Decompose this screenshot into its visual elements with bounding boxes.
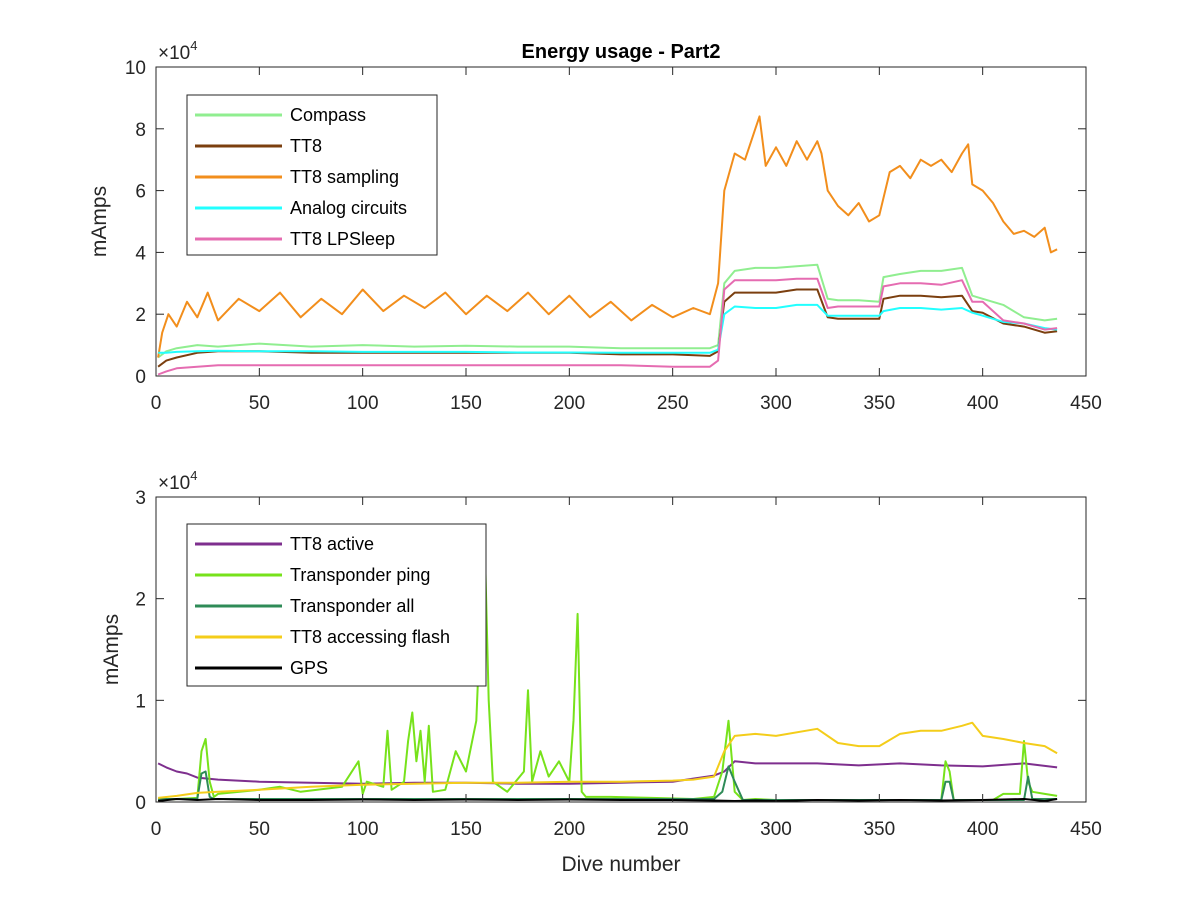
y-tick-label: 4 — [135, 243, 146, 264]
chart-title: Energy usage - Part2 — [522, 41, 721, 63]
legend-label: TT8 sampling — [290, 167, 399, 187]
y-tick-label: 1 — [135, 691, 146, 712]
x-tick-label: 450 — [1070, 819, 1102, 840]
y-tick-label: 3 — [135, 488, 146, 509]
top-y-axis-label: mAmps — [88, 186, 111, 257]
legend-label: GPS — [290, 658, 328, 678]
x-tick-label: 450 — [1070, 393, 1102, 414]
x-tick-label: 0 — [151, 393, 162, 414]
x-tick-label: 300 — [760, 393, 792, 414]
series-line-transponder-ping — [158, 536, 1058, 801]
legend-label: TT8 accessing flash — [290, 627, 450, 647]
y-tick-label: 2 — [135, 305, 146, 326]
series-line-compass — [157, 263, 1058, 359]
legend-label: Transponder ping — [290, 565, 430, 585]
x-tick-label: 250 — [657, 819, 689, 840]
x-tick-label: 350 — [863, 819, 895, 840]
axes-box — [155, 66, 1087, 377]
series-line-tt8-lpsleep — [157, 277, 1058, 376]
y-tick-label: 6 — [135, 182, 146, 203]
x-tick-label: 400 — [967, 819, 999, 840]
legend: TT8 active Transponder ping Transponder al… — [186, 523, 487, 687]
series-line-tt8-accessing-flash — [157, 721, 1058, 799]
y-axis-exponent: ×104 — [158, 38, 197, 64]
bottom-plot-area: 0 50 100 150 200 250 300 350 400 450 0 1 2 3 ×104 TT8 a… — [135, 468, 1101, 840]
x-tick-label: 200 — [553, 393, 585, 414]
legend-label: Compass — [290, 105, 366, 125]
y-tick-label: 10 — [125, 58, 146, 79]
series-line-analog-circuits — [158, 303, 1058, 354]
series-line-tt8 — [157, 288, 1058, 368]
y-tick-label: 8 — [135, 120, 146, 141]
y-tick-label: 2 — [135, 590, 146, 611]
x-tick-label: 150 — [450, 393, 482, 414]
x-tick-label: 50 — [249, 393, 270, 414]
x-tick-label: 300 — [760, 819, 792, 840]
legend: Compass TT8 TT8 sampling Analog circuits TT8… — [186, 94, 438, 256]
legend-label: TT8 LPSleep — [290, 229, 395, 249]
top-chart-panel: Energy usage - Part2 mAmps 0 50 100 150 200 2… — [88, 38, 1102, 414]
series-line-gps — [157, 798, 1058, 802]
series-lines — [157, 115, 1058, 376]
y-axis-exponent: ×104 — [158, 468, 197, 494]
x-tick-label: 0 — [151, 819, 162, 840]
x-tick-label: 200 — [553, 819, 585, 840]
legend-label: TT8 — [290, 136, 322, 156]
top-plot-area: 0 50 100 150 200 250 300 350 400 450 0 2 4 6 8 10 ×104 Co… — [125, 38, 1102, 414]
x-tick-label: 150 — [450, 819, 482, 840]
legend-label: TT8 active — [290, 534, 374, 554]
bottom-y-axis-label: mAmps — [100, 614, 123, 685]
y-tick-label: 0 — [135, 367, 146, 388]
x-tick-label: 350 — [863, 393, 895, 414]
legend-box — [186, 94, 438, 256]
x-tick-label: 50 — [249, 819, 270, 840]
bottom-chart-panel: Dive number mAmps 0 50 100 150 200 250 300 350 4… — [100, 468, 1102, 876]
bottom-x-axis-label: Dive number — [561, 853, 680, 876]
axes-box — [155, 496, 1087, 803]
legend-label: Transponder all — [290, 596, 414, 616]
y-tick-label: 0 — [135, 793, 146, 814]
x-tick-label: 400 — [967, 393, 999, 414]
legend-label: Analog circuits — [290, 198, 407, 218]
x-tick-label: 100 — [347, 393, 379, 414]
series-line-tt8-sampling — [157, 115, 1058, 358]
x-tick-label: 250 — [657, 393, 689, 414]
x-tick-label: 100 — [347, 819, 379, 840]
